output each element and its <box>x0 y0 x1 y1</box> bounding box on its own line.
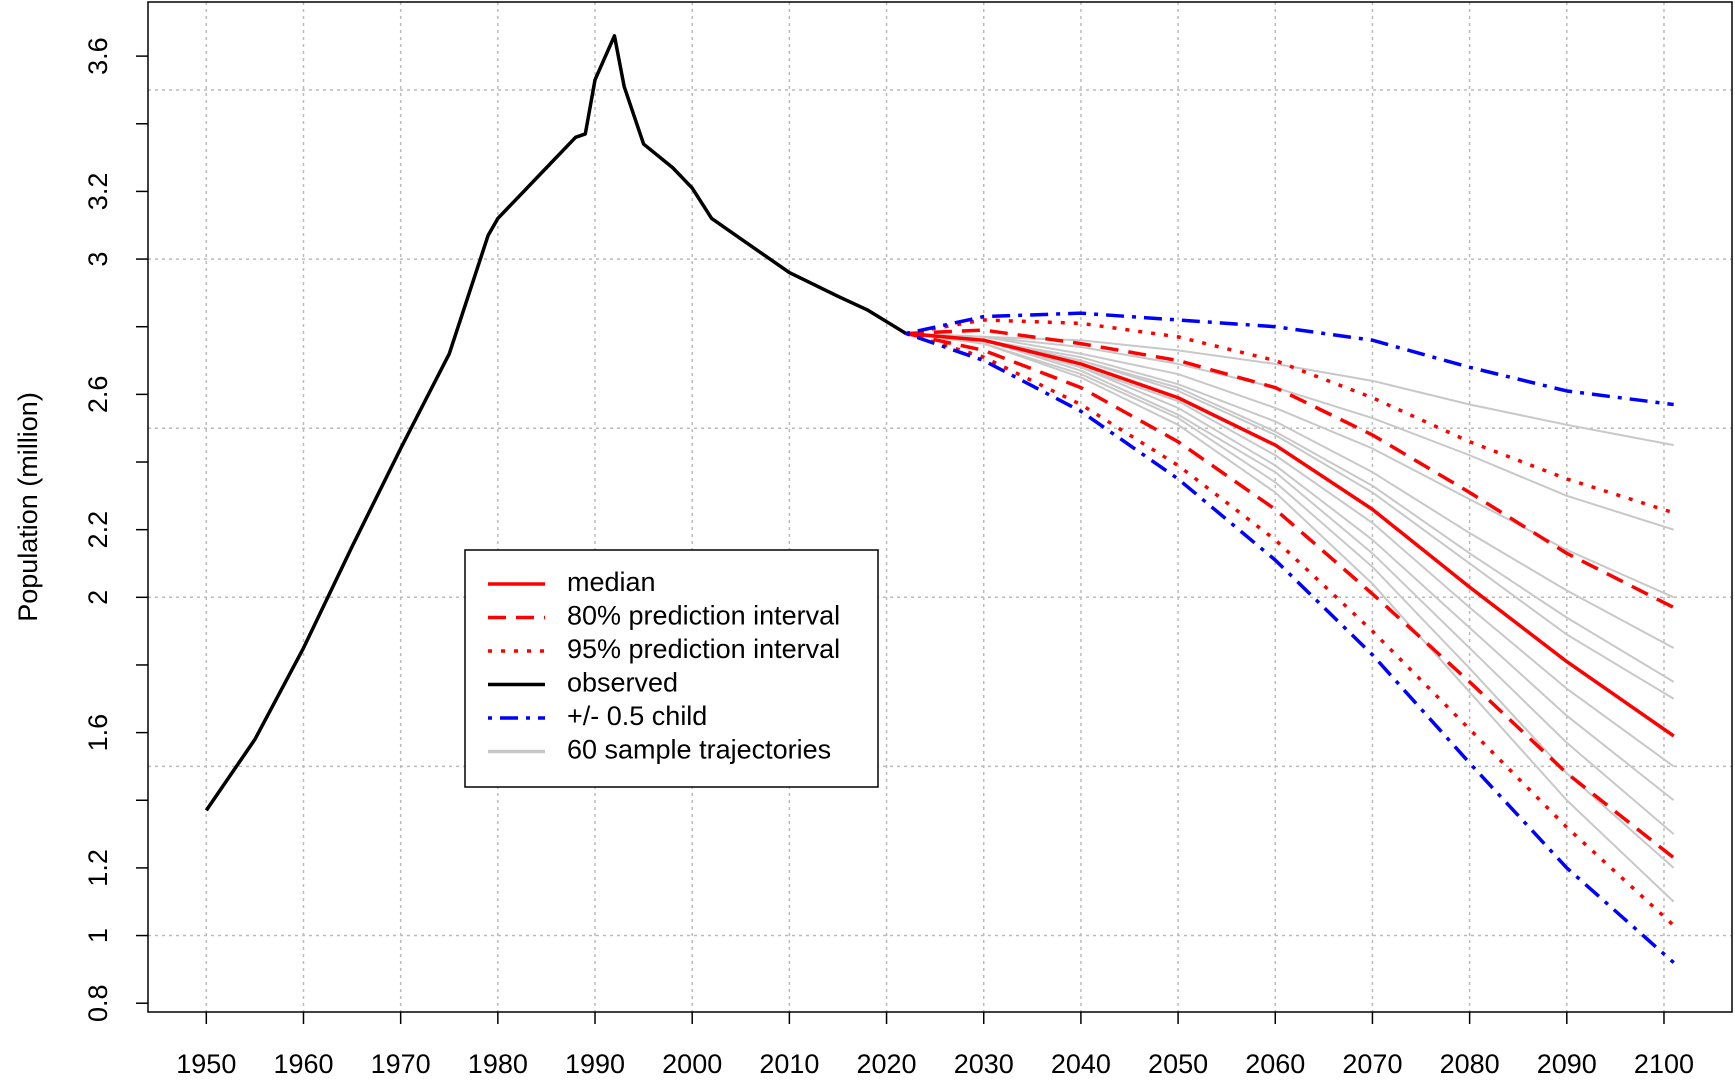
x-tick-label: 2070 <box>1342 1049 1402 1079</box>
y-tick-label: 2.6 <box>83 376 113 414</box>
series-line <box>905 328 1675 610</box>
x-tick-label: 2100 <box>1634 1049 1694 1079</box>
x-tick-label: 2050 <box>1148 1049 1208 1079</box>
x-tick-label: 1960 <box>273 1049 333 1079</box>
y-tick-label: 2 <box>83 590 113 605</box>
legend-label: observed <box>567 668 678 698</box>
y-tick-label: 3.6 <box>83 37 113 75</box>
y-tick-label: 3 <box>83 252 113 267</box>
legend-label: 60 sample trajectories <box>567 735 831 765</box>
x-tick-label: 2030 <box>954 1049 1014 1079</box>
x-tick-label: 2040 <box>1051 1049 1111 1079</box>
series-line <box>905 331 1675 927</box>
x-tick-label: 1990 <box>565 1049 625 1079</box>
legend-label: 80% prediction interval <box>567 601 840 631</box>
x-tick-label: 2000 <box>662 1049 722 1079</box>
series-line <box>905 331 1675 860</box>
x-tick-label: 1950 <box>176 1049 236 1079</box>
sample-trajectory <box>905 332 1675 649</box>
sample-trajectory <box>905 332 1675 903</box>
y-tick-label: 1.6 <box>83 714 113 752</box>
x-tick-label: 2090 <box>1537 1049 1597 1079</box>
sample-trajectory <box>905 332 1675 869</box>
series-line <box>204 34 907 812</box>
sample-trajectory <box>905 332 1674 447</box>
sample-trajectory <box>905 332 1675 802</box>
plot-frame <box>147 1 1733 1013</box>
legend-label: +/- 0.5 child <box>567 701 707 731</box>
y-axis-title: Population (million) <box>13 392 43 622</box>
series-line <box>905 331 1675 964</box>
x-tick-label: 2020 <box>857 1049 917 1079</box>
x-tick-label: 2010 <box>759 1049 819 1079</box>
series-line <box>905 331 1675 738</box>
y-tick-label: 3.2 <box>83 173 113 211</box>
legend-label: median <box>567 567 656 597</box>
x-tick-label: 2060 <box>1245 1049 1305 1079</box>
y-tick-label: 1 <box>83 928 113 943</box>
x-tick-label: 1980 <box>468 1049 528 1079</box>
legend-box <box>464 549 879 788</box>
legend-label: 95% prediction interval <box>567 634 840 664</box>
x-tick-label: 1970 <box>371 1049 431 1079</box>
y-tick-label: 1.2 <box>83 849 113 887</box>
y-tick-label: 2.2 <box>83 511 113 549</box>
x-tick-label: 2080 <box>1440 1049 1500 1079</box>
y-tick-label: 0.8 <box>83 984 113 1022</box>
series-line <box>905 311 1674 407</box>
sample-trajectory <box>905 332 1675 835</box>
